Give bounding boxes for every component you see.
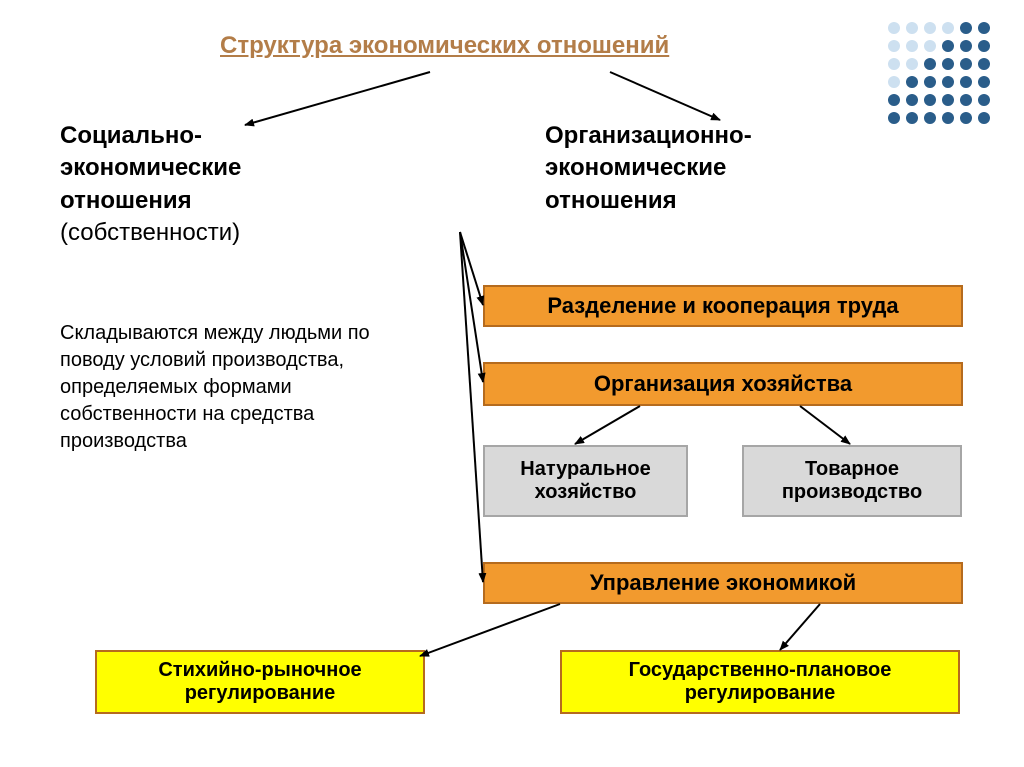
right-branch-heading: Организационно- экономические отношения — [545, 120, 845, 217]
box-market-regulation: Стихийно-рыночное регулирование — [95, 650, 425, 714]
left-h-l4: (собственности) — [60, 219, 240, 246]
box-b4a-label: Стихийно-рыночное регулирование — [105, 659, 415, 705]
box-organization-economy: Организация хозяйства — [483, 362, 963, 406]
box-b1-label: Разделение и кооперация труда — [547, 293, 898, 319]
box-economy-management: Управление экономикой — [483, 562, 963, 604]
box-b2b-label: Товарное производство — [752, 458, 952, 504]
left-branch-heading: Социально- экономические отношения (собс… — [60, 120, 360, 250]
box-state-planned-regulation: Государственно-плановое регулирование — [560, 650, 960, 714]
title-text: Структура экономических отношений — [220, 32, 669, 59]
box-b4b-label: Государственно-плановое регулирование — [570, 659, 950, 705]
box-b2a-label: Натуральное хозяйство — [493, 458, 678, 504]
box-division-cooperation-labor: Разделение и кооперация труда — [483, 285, 963, 327]
left-branch-description: Складываются между людьми по поводу усло… — [60, 320, 400, 455]
right-h-l3: отношения — [545, 187, 677, 214]
box-b2-label: Организация хозяйства — [594, 371, 852, 397]
right-h-l2: экономические — [545, 154, 726, 181]
left-h-l2: экономические — [60, 154, 241, 181]
diagram-title: Структура экономических отношений — [220, 32, 669, 60]
decorative-dot-grid — [884, 18, 1004, 143]
left-h-l3: отношения — [60, 187, 192, 214]
left-h-l1: Социально- — [60, 122, 202, 149]
box-natural-economy: Натуральное хозяйство — [483, 445, 688, 517]
right-h-l1: Организационно- — [545, 122, 752, 149]
box-commodity-production: Товарное производство — [742, 445, 962, 517]
box-b3-label: Управление экономикой — [590, 570, 856, 596]
